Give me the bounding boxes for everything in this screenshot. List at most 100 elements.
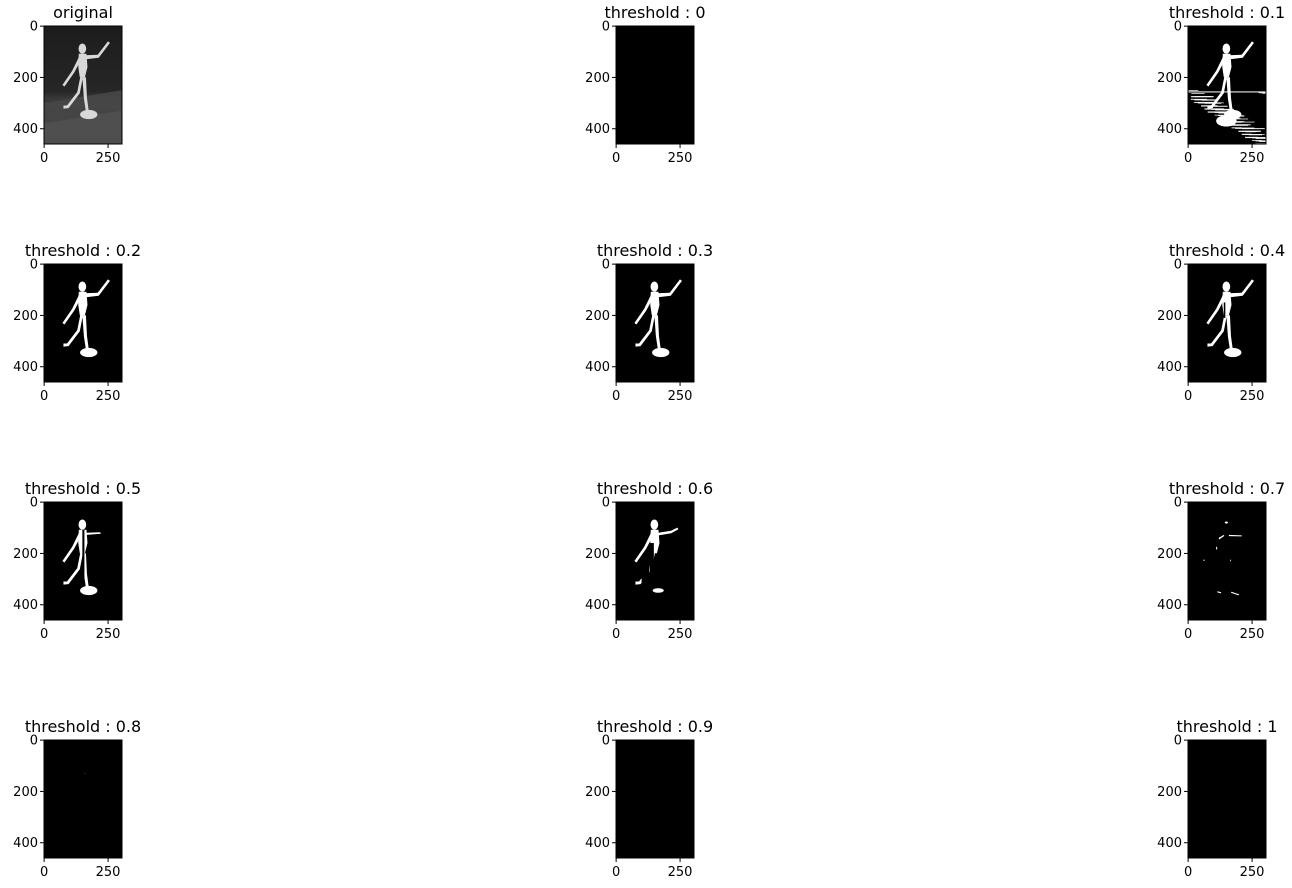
image-area: [1188, 740, 1266, 858]
subplot-title: threshold : 0.7: [1169, 479, 1285, 498]
y-tick-label: 0: [30, 258, 38, 273]
subplot-title: threshold : 0.3: [597, 241, 713, 260]
subplot-title: original: [53, 3, 113, 22]
image-area: [1188, 502, 1266, 620]
x-tick-label: 0: [612, 865, 620, 880]
image-area: [616, 26, 694, 144]
y-tick-label: 400: [13, 836, 38, 851]
y-tick-label: 200: [585, 309, 610, 324]
y-tick-label: 0: [602, 20, 610, 35]
y-tick-label: 0: [30, 20, 38, 35]
axes-frame: [43, 263, 123, 383]
y-tick-label: 400: [1157, 836, 1182, 851]
x-tick-label: 250: [668, 389, 693, 404]
y-tick-label: 400: [585, 360, 610, 375]
image-area: [616, 502, 694, 620]
axes-frame: [43, 501, 123, 621]
axes-frame: [615, 263, 695, 383]
y-tick-label: 400: [1157, 360, 1182, 375]
subplot-title: threshold : 0.5: [25, 479, 141, 498]
y-tick-label: 400: [1157, 122, 1182, 137]
image-area: [44, 26, 122, 144]
y-tick-label: 200: [1157, 71, 1182, 86]
subplot-title: threshold : 0.2: [25, 241, 141, 260]
axes-frame: [43, 739, 123, 859]
axes-frame: [1187, 25, 1267, 145]
axes-frame: [43, 25, 123, 145]
subplot-title: threshold : 0.6: [597, 479, 713, 498]
y-tick-label: 0: [602, 496, 610, 511]
x-tick-label: 0: [1184, 865, 1192, 880]
image-area: [44, 740, 122, 858]
image-area: [44, 502, 122, 620]
image-area: [1188, 264, 1266, 382]
y-tick-label: 200: [13, 309, 38, 324]
x-tick-label: 250: [1240, 151, 1265, 166]
x-tick-label: 0: [612, 389, 620, 404]
x-tick-label: 250: [96, 389, 121, 404]
x-tick-label: 250: [96, 627, 121, 642]
axes-frame: [615, 25, 695, 145]
x-tick-label: 250: [1240, 389, 1265, 404]
y-tick-label: 200: [1157, 309, 1182, 324]
y-tick-label: 200: [585, 785, 610, 800]
axes-frame: [615, 739, 695, 859]
image-area: [1188, 26, 1286, 146]
y-tick-label: 0: [1174, 734, 1182, 749]
image-area: [616, 264, 694, 382]
y-tick-label: 200: [585, 547, 610, 562]
y-tick-label: 0: [30, 496, 38, 511]
x-tick-label: 0: [612, 627, 620, 642]
x-tick-label: 0: [1184, 389, 1192, 404]
axes-frame: [1187, 501, 1267, 621]
subplot-title: threshold : 1: [1176, 717, 1277, 736]
image-area: [616, 740, 694, 858]
y-tick-label: 200: [1157, 785, 1182, 800]
y-tick-label: 0: [1174, 258, 1182, 273]
y-tick-label: 400: [585, 836, 610, 851]
y-tick-label: 0: [602, 734, 610, 749]
y-tick-label: 0: [1174, 496, 1182, 511]
subplot-title: threshold : 0.8: [25, 717, 141, 736]
subplot-title: threshold : 0.4: [1169, 241, 1285, 260]
y-tick-label: 0: [1174, 20, 1182, 35]
x-tick-label: 250: [668, 151, 693, 166]
axes-frame: [1187, 263, 1267, 383]
y-tick-label: 200: [13, 785, 38, 800]
y-tick-label: 0: [602, 258, 610, 273]
x-tick-label: 0: [40, 865, 48, 880]
y-tick-label: 400: [1157, 598, 1182, 613]
x-tick-label: 0: [1184, 151, 1192, 166]
x-tick-label: 250: [668, 627, 693, 642]
subplot-title: threshold : 0: [604, 3, 705, 22]
x-tick-label: 250: [1240, 627, 1265, 642]
y-tick-label: 400: [13, 122, 38, 137]
y-tick-label: 200: [1157, 547, 1182, 562]
x-tick-label: 250: [96, 151, 121, 166]
x-tick-label: 0: [1184, 627, 1192, 642]
x-tick-label: 0: [40, 389, 48, 404]
subplot-title: threshold : 0.9: [597, 717, 713, 736]
y-tick-label: 0: [30, 734, 38, 749]
subplot-title: threshold : 0.1: [1169, 3, 1285, 22]
image-area: [44, 264, 122, 382]
y-tick-label: 400: [585, 598, 610, 613]
y-tick-label: 400: [585, 122, 610, 137]
y-tick-label: 200: [13, 547, 38, 562]
x-tick-label: 250: [1240, 865, 1265, 880]
x-tick-label: 0: [40, 627, 48, 642]
x-tick-label: 0: [612, 151, 620, 166]
